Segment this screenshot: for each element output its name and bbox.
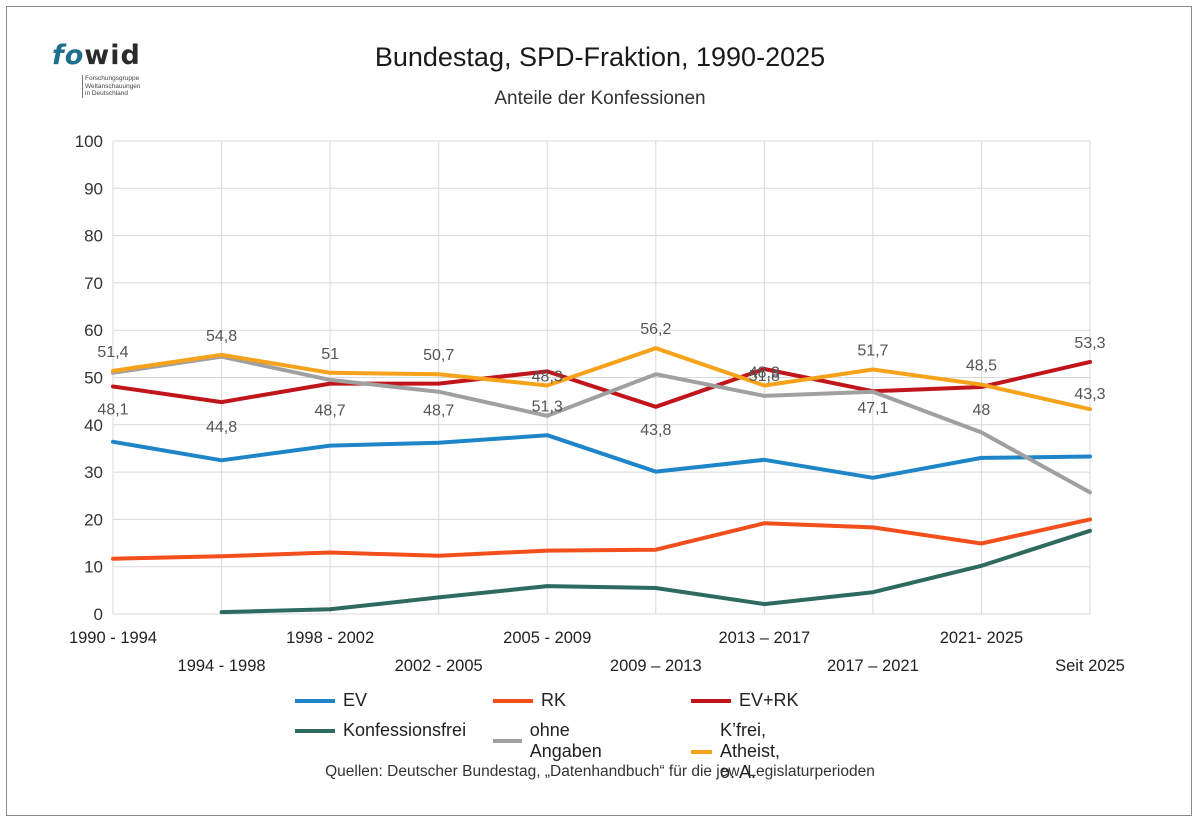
y-tick-label: 40 bbox=[84, 416, 103, 435]
legend-swatch bbox=[295, 698, 335, 703]
data-label-ev-rk: 48,7 bbox=[315, 403, 346, 420]
legend-swatch bbox=[691, 698, 731, 703]
series-line-rk bbox=[111, 517, 1092, 561]
legend-swatch bbox=[295, 728, 335, 733]
legend-swatch bbox=[691, 749, 712, 754]
x-tick-label: 1998 - 2002 bbox=[286, 629, 374, 647]
data-label-kfrei: 50,7 bbox=[423, 347, 454, 364]
series-line-ohne-angaben bbox=[111, 354, 1092, 495]
legend-label: Konfessionsfrei bbox=[343, 720, 467, 740]
legend-label: EV bbox=[343, 690, 368, 710]
chart-title: Bundestag, SPD-Fraktion, 1990-2025 bbox=[374, 42, 826, 72]
series-line-k-frei-atheist-o-a- bbox=[111, 346, 1092, 412]
legend-label: EV+RK bbox=[739, 690, 799, 710]
data-label-kfrei: 56,2 bbox=[640, 321, 671, 338]
y-tick-label: 50 bbox=[84, 369, 103, 388]
legend-label: ohne Angaben bbox=[529, 720, 602, 761]
source-note: Quellen: Deutscher Bundestag, „Datenhand… bbox=[325, 763, 875, 780]
data-label-ev-rk: 51,3 bbox=[532, 398, 563, 415]
x-tick-label: 1994 - 1998 bbox=[178, 657, 266, 675]
data-label-ev-rk: 47,1 bbox=[857, 400, 888, 417]
y-tick-label: 90 bbox=[84, 179, 103, 198]
x-tick-label: 2009 – 2013 bbox=[610, 657, 702, 675]
data-label-ev-rk: 43,8 bbox=[640, 422, 671, 439]
data-label-ev-rk: 51,8 bbox=[749, 368, 780, 385]
data-label-ev-rk: 53,3 bbox=[1074, 335, 1105, 352]
data-label-kfrei: 51 bbox=[321, 346, 339, 363]
legend-swatch bbox=[493, 739, 522, 743]
series-line-konfessionsfrei bbox=[219, 528, 1092, 615]
legend-item: RK bbox=[493, 690, 566, 711]
data-label-kfrei: 48,3 bbox=[749, 365, 780, 382]
x-tick-label: Seit 2025 bbox=[1055, 657, 1125, 675]
x-tick-label: 2017 – 2021 bbox=[827, 657, 919, 675]
y-tick-label: 80 bbox=[84, 227, 103, 246]
series-line-ev-rk bbox=[111, 359, 1092, 409]
data-label-ev-rk: 48,1 bbox=[97, 401, 128, 418]
y-tick-label: 30 bbox=[84, 463, 103, 482]
legend-swatch bbox=[493, 698, 533, 703]
data-label-kfrei: 54,8 bbox=[206, 328, 237, 345]
y-tick-label: 0 bbox=[94, 605, 103, 624]
chart-subtitle: Anteile der Konfessionen bbox=[494, 88, 706, 109]
data-label-kfrei: 48,5 bbox=[966, 358, 997, 375]
data-label-ev-rk: 48 bbox=[973, 402, 991, 419]
x-tick-label: 2021- 2025 bbox=[940, 629, 1024, 647]
data-label-kfrei: 48,3 bbox=[532, 369, 563, 386]
legend-item: K’frei, Atheist, o. A. bbox=[691, 720, 799, 783]
data-label-kfrei: 43,3 bbox=[1074, 386, 1105, 403]
data-label-kfrei: 51,7 bbox=[857, 342, 888, 359]
data-label-ev-rk: 44,8 bbox=[206, 419, 237, 436]
fowid-logo: fowid Forschungsgruppe Weltanschauungen … bbox=[52, 40, 162, 110]
y-tick-label: 60 bbox=[84, 321, 103, 340]
legend-label: RK bbox=[541, 690, 567, 710]
x-tick-label: 1990 - 1994 bbox=[69, 629, 157, 647]
y-tick-label: 20 bbox=[84, 510, 103, 529]
legend-item: ohne Angaben bbox=[493, 720, 613, 762]
y-tick-label: 10 bbox=[84, 558, 103, 577]
x-tick-label: 2002 - 2005 bbox=[395, 657, 483, 675]
legend-label: K’frei, Atheist, o. A. bbox=[719, 720, 780, 782]
data-label-kfrei: 51,4 bbox=[97, 344, 128, 361]
logo-wordmark: fowid bbox=[52, 40, 141, 71]
legend-item: EV+RK bbox=[691, 690, 799, 711]
logo-subtitle: Forschungsgruppe Weltanschauungen in Deu… bbox=[82, 75, 141, 98]
y-tick-label: 100 bbox=[75, 132, 103, 151]
x-tick-label: 2005 - 2009 bbox=[503, 629, 591, 647]
y-tick-label: 70 bbox=[84, 274, 103, 293]
legend-item: EV bbox=[295, 690, 367, 711]
data-label-ev-rk: 48,7 bbox=[423, 403, 454, 420]
legend-item: Konfessionsfrei bbox=[295, 720, 466, 741]
series-line-ev bbox=[111, 433, 1092, 480]
x-tick-label: 2013 – 2017 bbox=[718, 629, 810, 647]
